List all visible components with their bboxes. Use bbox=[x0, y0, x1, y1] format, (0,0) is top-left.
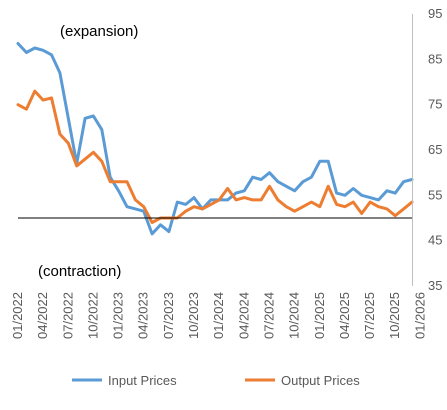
x-tick-label: 01/2025 bbox=[312, 292, 327, 339]
x-tick-label: 10/2025 bbox=[387, 292, 402, 339]
x-tick-label: 04/2023 bbox=[136, 292, 151, 339]
series-line-output-prices bbox=[16, 89, 414, 224]
y-tick-label: 75 bbox=[428, 97, 442, 112]
x-tick-label: 10/2022 bbox=[85, 292, 100, 339]
y-tick-label: 95 bbox=[428, 6, 442, 21]
y-axis-ticks: 35 45 55 65 75 85 95 bbox=[428, 6, 442, 293]
series-layer bbox=[16, 42, 414, 236]
y-tick-label: 85 bbox=[428, 51, 442, 66]
y-tick-label: 35 bbox=[428, 278, 442, 293]
y-tick-label: 45 bbox=[428, 233, 442, 248]
y-tick-label: 55 bbox=[428, 187, 442, 202]
x-axis-ticks: 01/2022 04/2022 07/2022 10/2022 01/2023 04/20… bbox=[10, 292, 427, 339]
x-tick-label: 01/2026 bbox=[412, 292, 427, 339]
x-tick-label: 01/2023 bbox=[111, 292, 126, 339]
legend: Input Prices Output Prices bbox=[72, 373, 360, 388]
x-tick-label: 07/2023 bbox=[161, 292, 176, 339]
x-tick-label: 04/2024 bbox=[236, 292, 251, 339]
y-tick-label: 65 bbox=[428, 142, 442, 157]
annotation-expansion: (expansion) bbox=[60, 23, 138, 40]
x-tick-label: 07/2025 bbox=[362, 292, 377, 339]
x-tick-label: 07/2022 bbox=[60, 292, 75, 339]
legend-label: Output Prices bbox=[281, 373, 360, 388]
x-tick-label: 10/2024 bbox=[287, 292, 302, 339]
x-tick-label: 04/2025 bbox=[337, 292, 352, 339]
x-tick-label: 07/2024 bbox=[261, 292, 276, 339]
x-tick-label: 01/2024 bbox=[211, 292, 226, 339]
legend-label: Input Prices bbox=[108, 373, 177, 388]
x-tick-label: 04/2022 bbox=[35, 292, 50, 339]
annotation-contraction: (contraction) bbox=[38, 263, 121, 280]
x-tick-label: 10/2023 bbox=[186, 292, 201, 339]
x-tick-label: 01/2022 bbox=[10, 292, 25, 339]
series-line-input-prices bbox=[16, 42, 414, 236]
